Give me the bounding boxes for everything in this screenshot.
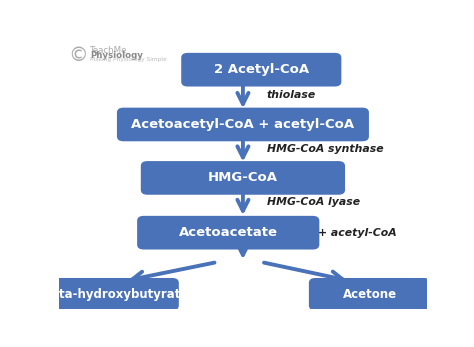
- FancyBboxPatch shape: [309, 278, 430, 310]
- Text: Acetoacetate: Acetoacetate: [179, 226, 278, 239]
- FancyBboxPatch shape: [141, 161, 345, 195]
- FancyBboxPatch shape: [54, 278, 179, 310]
- Text: HMG-CoA synthase: HMG-CoA synthase: [267, 144, 383, 153]
- Text: Beta-hydroxybutyrate: Beta-hydroxybutyrate: [43, 288, 190, 301]
- Text: Physiology: Physiology: [91, 51, 143, 60]
- Text: HMG-CoA: HMG-CoA: [208, 171, 278, 184]
- Text: Making Physiology Simple: Making Physiology Simple: [91, 57, 167, 62]
- FancyBboxPatch shape: [137, 216, 319, 249]
- Text: ©: ©: [68, 46, 88, 65]
- Text: Acetone: Acetone: [343, 288, 397, 301]
- Text: TeachMe: TeachMe: [91, 46, 128, 54]
- Text: + acetyl-CoA: + acetyl-CoA: [318, 228, 397, 238]
- FancyBboxPatch shape: [117, 108, 369, 141]
- Text: thiolase: thiolase: [267, 90, 316, 100]
- Text: Acetoacetyl-CoA + acetyl-CoA: Acetoacetyl-CoA + acetyl-CoA: [131, 118, 355, 131]
- Text: 2 Acetyl-CoA: 2 Acetyl-CoA: [214, 63, 309, 76]
- FancyBboxPatch shape: [181, 53, 341, 86]
- Text: HMG-CoA lyase: HMG-CoA lyase: [267, 197, 360, 207]
